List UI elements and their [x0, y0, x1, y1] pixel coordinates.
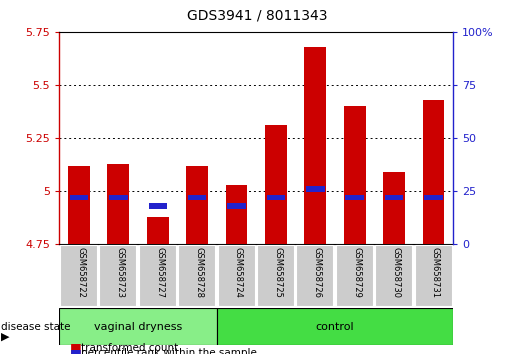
Bar: [178, 246, 215, 306]
Bar: [99, 246, 136, 306]
Text: GSM658728: GSM658728: [195, 247, 203, 298]
Bar: [306, 187, 324, 192]
Bar: [383, 172, 405, 244]
Bar: [375, 246, 412, 306]
Bar: [218, 246, 254, 306]
Text: GSM658729: GSM658729: [352, 247, 361, 298]
Bar: [336, 246, 373, 306]
Bar: [267, 195, 285, 200]
Bar: [109, 195, 128, 200]
Bar: [257, 246, 294, 306]
Bar: [139, 246, 176, 306]
Text: percentile rank within the sample: percentile rank within the sample: [81, 348, 258, 354]
Bar: [59, 308, 217, 345]
Text: GDS3941 / 8011343: GDS3941 / 8011343: [187, 9, 328, 23]
Bar: [186, 166, 208, 244]
Text: GSM658730: GSM658730: [391, 247, 401, 298]
Text: GSM658731: GSM658731: [431, 247, 440, 298]
Bar: [188, 195, 207, 200]
Bar: [148, 203, 167, 209]
Text: control: control: [316, 321, 354, 332]
Bar: [344, 106, 366, 244]
Bar: [68, 166, 90, 244]
Text: disease state: disease state: [1, 322, 71, 332]
Bar: [424, 195, 443, 200]
Bar: [226, 185, 247, 244]
Text: GSM658722: GSM658722: [76, 247, 85, 298]
Text: GSM658724: GSM658724: [234, 247, 243, 298]
Bar: [304, 47, 326, 244]
Bar: [227, 203, 246, 209]
Bar: [297, 246, 333, 306]
Text: GSM658727: GSM658727: [155, 247, 164, 298]
Text: ■: ■: [70, 347, 81, 354]
Bar: [265, 125, 287, 244]
Text: ■: ■: [70, 341, 81, 354]
Bar: [415, 246, 452, 306]
Text: transformed count: transformed count: [81, 343, 179, 353]
Bar: [70, 195, 88, 200]
Text: GSM658723: GSM658723: [116, 247, 125, 298]
Text: GSM658726: GSM658726: [313, 247, 322, 298]
Bar: [108, 164, 129, 244]
Bar: [423, 100, 444, 244]
Bar: [385, 195, 403, 200]
Text: ▶: ▶: [1, 331, 10, 341]
Bar: [147, 217, 168, 244]
Bar: [60, 246, 97, 306]
Text: vaginal dryness: vaginal dryness: [94, 321, 182, 332]
Text: GSM658725: GSM658725: [273, 247, 282, 298]
Bar: [217, 308, 453, 345]
Bar: [346, 195, 364, 200]
